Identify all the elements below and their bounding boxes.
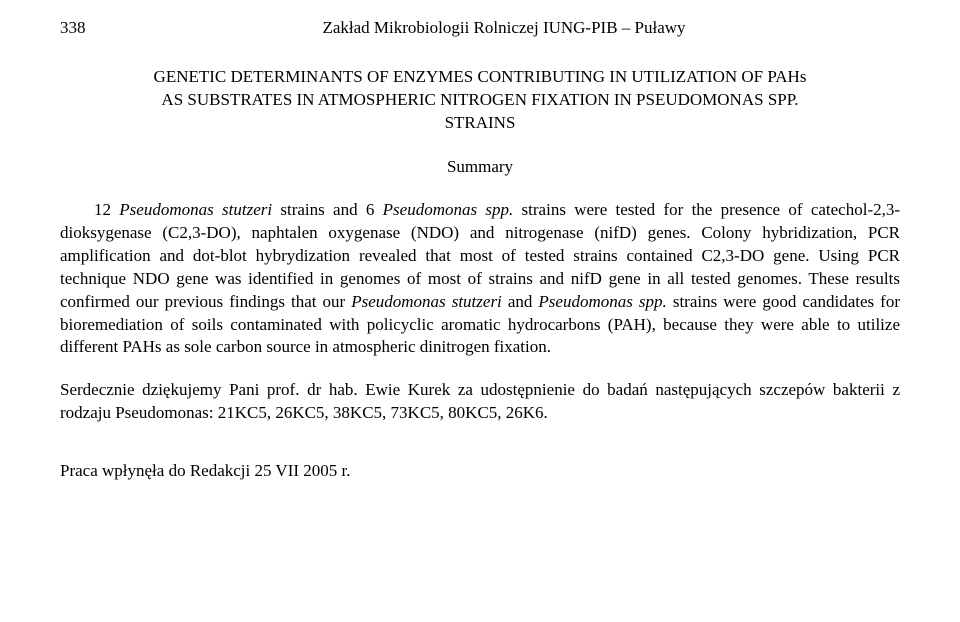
summary-body: 12 Pseudomonas stutzeri strains and 6 Ps… xyxy=(60,199,900,360)
title-line-2: AS SUBSTRATES IN ATMOSPHERIC NITROGEN FI… xyxy=(60,89,900,112)
ack-name: Ewie Kurek xyxy=(365,380,450,399)
footer-note: Praca wpłynęła do Redakcji 25 VII 2005 r… xyxy=(60,461,900,481)
title-line-1: GENETIC DETERMINANTS OF ENZYMES CONTRIBU… xyxy=(60,66,900,89)
title-line-3: STRAINS xyxy=(60,112,900,135)
ack-pre: Serdecznie dziękujemy Pani prof. dr hab. xyxy=(60,380,365,399)
species-name: Pseudomonas stutzeri xyxy=(119,200,272,219)
body-text: strains and 6 xyxy=(272,200,383,219)
summary-label: Summary xyxy=(60,157,900,177)
affiliation: Zakład Mikrobiologii Rolniczej IUNG-PIB … xyxy=(108,18,900,38)
page-number: 338 xyxy=(60,18,108,38)
paper-title: GENETIC DETERMINANTS OF ENZYMES CONTRIBU… xyxy=(60,66,900,135)
body-text: 12 xyxy=(94,200,119,219)
species-name: Pseudomonas spp. xyxy=(383,200,514,219)
body-text: and xyxy=(502,292,539,311)
species-name: Pseudomonas stutzeri xyxy=(351,292,502,311)
acknowledgement: Serdecznie dziękujemy Pani prof. dr hab.… xyxy=(60,379,900,425)
species-name: Pseudomonas spp. xyxy=(538,292,666,311)
